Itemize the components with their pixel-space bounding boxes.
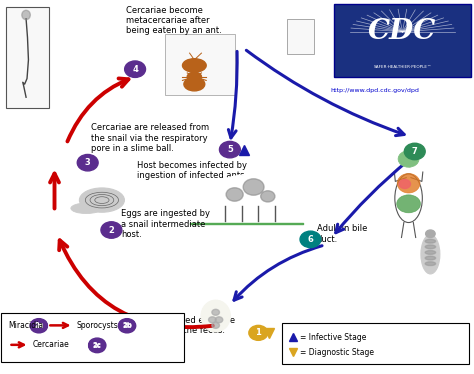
Ellipse shape	[397, 174, 420, 193]
Circle shape	[42, 160, 52, 167]
Ellipse shape	[425, 239, 436, 243]
Circle shape	[89, 338, 106, 352]
Text: 3: 3	[85, 158, 91, 167]
Circle shape	[35, 156, 44, 163]
Circle shape	[215, 317, 223, 323]
Ellipse shape	[201, 300, 230, 332]
Text: 2: 2	[109, 226, 114, 234]
Circle shape	[226, 188, 243, 201]
FancyBboxPatch shape	[1, 313, 184, 362]
Ellipse shape	[425, 256, 436, 260]
Text: Miracidia: Miracidia	[9, 321, 44, 330]
Circle shape	[36, 147, 46, 154]
Circle shape	[35, 158, 44, 165]
Circle shape	[40, 151, 49, 158]
Text: 5: 5	[227, 145, 233, 154]
Circle shape	[33, 154, 43, 162]
Circle shape	[50, 156, 59, 163]
Text: Sporocysts: Sporocysts	[77, 321, 118, 330]
FancyBboxPatch shape	[334, 4, 471, 77]
Circle shape	[212, 309, 219, 315]
Text: SAFER·HEALTHIER·PEOPLE™: SAFER·HEALTHIER·PEOPLE™	[374, 65, 431, 68]
Ellipse shape	[212, 175, 285, 207]
Circle shape	[404, 143, 425, 160]
Circle shape	[77, 154, 98, 171]
Ellipse shape	[187, 72, 201, 81]
Text: CDC: CDC	[368, 18, 437, 45]
Circle shape	[30, 319, 47, 332]
Circle shape	[300, 231, 321, 248]
Ellipse shape	[425, 262, 436, 266]
Circle shape	[40, 150, 49, 158]
Circle shape	[33, 154, 43, 162]
Circle shape	[30, 153, 40, 161]
Text: 2a: 2a	[34, 322, 44, 328]
Circle shape	[249, 325, 268, 340]
Text: 2b: 2b	[122, 322, 132, 328]
Circle shape	[426, 230, 435, 237]
Circle shape	[89, 339, 106, 353]
Circle shape	[39, 160, 49, 168]
Circle shape	[243, 179, 264, 195]
Circle shape	[49, 148, 58, 156]
Text: 4: 4	[132, 65, 138, 74]
Ellipse shape	[71, 203, 102, 214]
Text: 2b: 2b	[122, 323, 132, 329]
FancyBboxPatch shape	[165, 34, 235, 95]
Circle shape	[36, 159, 45, 166]
Text: = Diagnostic Stage: = Diagnostic Stage	[300, 348, 374, 357]
Text: 6: 6	[308, 235, 313, 244]
Ellipse shape	[184, 77, 205, 91]
Ellipse shape	[182, 59, 206, 72]
Circle shape	[118, 319, 136, 332]
Circle shape	[261, 191, 275, 202]
Circle shape	[118, 319, 136, 333]
Text: 2c: 2c	[93, 342, 101, 348]
FancyBboxPatch shape	[287, 19, 314, 54]
Ellipse shape	[425, 245, 436, 249]
Circle shape	[31, 151, 41, 158]
Text: 7: 7	[412, 147, 418, 156]
Circle shape	[41, 148, 51, 156]
Ellipse shape	[22, 10, 30, 20]
Ellipse shape	[80, 188, 124, 212]
Circle shape	[219, 141, 240, 158]
Text: Cercariae are released from
the snail via the respiratory
pore in a slime ball.: Cercariae are released from the snail vi…	[91, 123, 209, 153]
Text: Adult in bile
duct.: Adult in bile duct.	[317, 224, 367, 244]
Text: = Infective Stage: = Infective Stage	[300, 333, 366, 342]
Circle shape	[398, 151, 419, 167]
Text: Cercariae become
metacercariae after
being eaten by an ant.: Cercariae become metacercariae after bei…	[126, 6, 221, 36]
Ellipse shape	[197, 187, 220, 202]
FancyBboxPatch shape	[6, 7, 49, 108]
Circle shape	[30, 319, 47, 333]
Circle shape	[31, 154, 40, 161]
Circle shape	[209, 317, 216, 323]
Text: http://www.dpd.cdc.gov/dpd: http://www.dpd.cdc.gov/dpd	[330, 88, 419, 93]
Circle shape	[23, 147, 32, 154]
Ellipse shape	[421, 235, 440, 274]
FancyBboxPatch shape	[282, 323, 469, 364]
Circle shape	[212, 322, 219, 328]
Text: 2c: 2c	[93, 343, 101, 349]
Circle shape	[125, 61, 146, 77]
Text: Eggs are ingested by
a snail intermediate
host.: Eggs are ingested by a snail intermediat…	[121, 209, 210, 239]
Text: Embryonated eggs are
shed in the feces.: Embryonated eggs are shed in the feces.	[139, 316, 235, 335]
Text: 2a: 2a	[34, 323, 44, 329]
Circle shape	[34, 165, 43, 172]
Circle shape	[25, 161, 35, 168]
Circle shape	[35, 162, 45, 170]
Text: 1: 1	[255, 328, 261, 337]
Ellipse shape	[425, 251, 436, 254]
Ellipse shape	[397, 195, 420, 213]
Circle shape	[101, 222, 122, 238]
Text: Host becomes infected by
ingestion of infected ants.: Host becomes infected by ingestion of in…	[137, 161, 247, 180]
Circle shape	[399, 180, 410, 188]
Text: Cercariae: Cercariae	[32, 340, 69, 349]
